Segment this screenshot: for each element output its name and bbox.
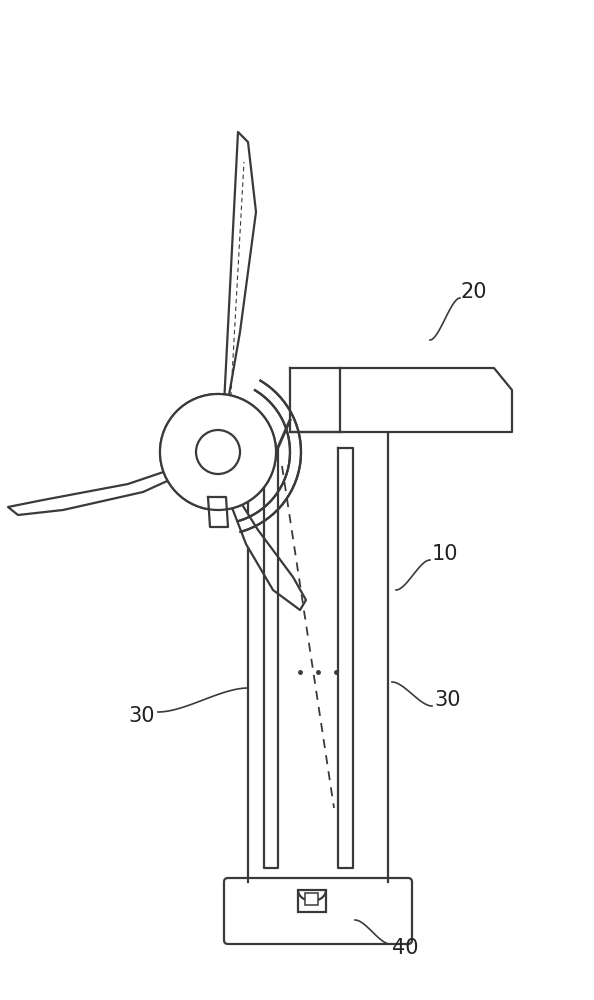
Text: 10: 10 xyxy=(432,544,459,564)
Polygon shape xyxy=(338,448,353,868)
Polygon shape xyxy=(248,882,388,940)
Text: 30: 30 xyxy=(128,706,154,726)
Text: 30: 30 xyxy=(434,690,460,710)
Polygon shape xyxy=(223,132,256,424)
Circle shape xyxy=(196,430,240,474)
Circle shape xyxy=(160,394,276,510)
Polygon shape xyxy=(290,368,512,432)
Polygon shape xyxy=(264,448,278,868)
Polygon shape xyxy=(208,497,228,527)
Polygon shape xyxy=(226,482,306,610)
Polygon shape xyxy=(8,462,198,515)
Bar xyxy=(298,890,326,912)
Circle shape xyxy=(196,430,240,474)
FancyBboxPatch shape xyxy=(224,878,412,944)
Bar xyxy=(305,893,318,905)
Text: 40: 40 xyxy=(392,938,419,958)
Circle shape xyxy=(160,394,276,510)
Text: 20: 20 xyxy=(460,282,486,302)
